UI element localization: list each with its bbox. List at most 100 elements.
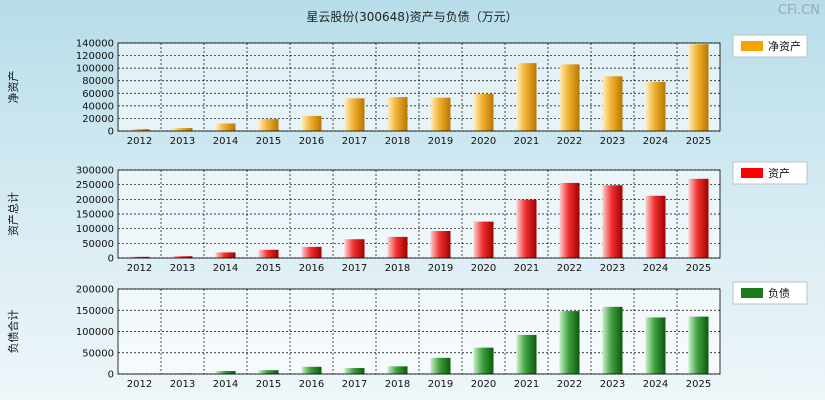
- x-tick-label: 2016: [299, 379, 324, 390]
- bar-2021: [516, 199, 537, 258]
- bar-2024: [645, 317, 666, 374]
- y-tick-label: 50000: [82, 348, 114, 359]
- legend-label: 资产: [768, 166, 790, 180]
- x-tick-label: 2025: [686, 136, 711, 147]
- bar-2020: [473, 347, 494, 374]
- x-tick-label: 2019: [428, 136, 453, 147]
- bar-2012: [129, 256, 150, 258]
- legend-swatch: [741, 288, 763, 298]
- bar-2022: [559, 64, 580, 131]
- y-tick-label: 20000: [82, 114, 114, 125]
- y-tick-label: 50000: [82, 239, 114, 250]
- plot-frame: [117, 42, 721, 132]
- x-tick-label: 2022: [557, 379, 582, 390]
- x-tick-label: 2014: [213, 136, 238, 147]
- bar-2019: [430, 231, 451, 258]
- bar-2013: [172, 127, 193, 131]
- bar-2018: [387, 366, 408, 374]
- x-tick-label: 2023: [600, 263, 625, 274]
- y-tick-label: 300000: [76, 166, 114, 177]
- y-tick-label: 100000: [76, 224, 114, 235]
- bar-2013: [172, 256, 193, 258]
- legend: 净资产: [732, 34, 808, 58]
- legend-box: [732, 161, 808, 185]
- y-tick-label: 80000: [82, 76, 114, 87]
- legend: 负债: [732, 281, 808, 305]
- x-tick-label: 2022: [557, 263, 582, 274]
- legend-label: 负债: [768, 286, 790, 300]
- bar-2018: [387, 97, 408, 131]
- bar-2024: [645, 195, 666, 258]
- x-tick-label: 2017: [342, 263, 367, 274]
- x-tick-label: 2019: [428, 263, 453, 274]
- x-tick-label: 2024: [643, 379, 668, 390]
- y-tick-label: 150000: [76, 210, 114, 221]
- y-tick-label: 100000: [76, 64, 114, 75]
- plot-frame: [117, 288, 721, 375]
- bar-2020: [473, 221, 494, 258]
- legend-box: [732, 281, 808, 305]
- bar-2015: [258, 370, 279, 374]
- bar-2014: [215, 371, 236, 374]
- bar-2022: [559, 311, 580, 374]
- x-tick-label: 2020: [471, 263, 496, 274]
- x-tick-label: 2014: [213, 263, 238, 274]
- x-tick-label: 2016: [299, 136, 324, 147]
- watermark: CFi.CN: [778, 3, 820, 18]
- bar-2017: [344, 239, 365, 258]
- x-tick-label: 2012: [127, 379, 152, 390]
- x-tick-label: 2015: [256, 379, 281, 390]
- bar-2023: [602, 185, 623, 258]
- x-tick-label: 2019: [428, 379, 453, 390]
- y-axis-label: 负债合计: [6, 310, 20, 354]
- plot-frame: [117, 169, 721, 259]
- y-tick-label: 140000: [76, 39, 114, 50]
- bar-2025: [688, 178, 709, 258]
- x-tick-label: 2012: [127, 136, 152, 147]
- x-tick-label: 2021: [514, 136, 539, 147]
- y-tick-label: 40000: [82, 101, 114, 112]
- bar-2020: [473, 93, 494, 131]
- bar-2015: [258, 249, 279, 258]
- x-tick-label: 2018: [385, 136, 410, 147]
- x-tick-label: 2012: [127, 263, 152, 274]
- bar-2021: [516, 334, 537, 374]
- y-tick-label: 250000: [76, 180, 114, 191]
- legend-box: [732, 34, 808, 58]
- chart-panel-3: 0 50000 100000 150000 200000 2012 2013 2014 2015…: [6, 281, 808, 390]
- y-axis-label: 资产总计: [6, 192, 20, 236]
- bar-2014: [215, 252, 236, 258]
- x-tick-label: 2013: [170, 136, 195, 147]
- y-tick-label: 60000: [82, 89, 114, 100]
- bar-2023: [602, 306, 623, 374]
- x-tick-label: 2013: [170, 379, 195, 390]
- x-tick-label: 2015: [256, 136, 281, 147]
- x-tick-label: 2020: [471, 136, 496, 147]
- bar-2025: [688, 316, 709, 374]
- bar-2018: [387, 236, 408, 258]
- bar-2021: [516, 63, 537, 131]
- x-tick-label: 2018: [385, 379, 410, 390]
- y-tick-label: 200000: [76, 285, 114, 296]
- x-tick-label: 2020: [471, 379, 496, 390]
- chart-panel-2: 0 50000 100000 150000 200000 250000 300000 2012…: [6, 161, 808, 274]
- bar-2016: [301, 366, 322, 374]
- bar-2017: [344, 98, 365, 131]
- x-tick-label: 2023: [600, 379, 625, 390]
- bar-2016: [301, 115, 322, 131]
- x-tick-label: 2018: [385, 263, 410, 274]
- x-tick-label: 2021: [514, 263, 539, 274]
- chart-title: 星云股份(300648)资产与负债（万元）: [306, 10, 517, 24]
- y-tick-label: 200000: [76, 195, 114, 206]
- x-tick-label: 2014: [213, 379, 238, 390]
- bar-2025: [688, 44, 709, 131]
- x-tick-label: 2021: [514, 379, 539, 390]
- y-tick-label: 100000: [76, 327, 114, 338]
- bar-2019: [430, 97, 451, 131]
- x-tick-label: 2017: [342, 379, 367, 390]
- y-tick-label: 0: [108, 127, 114, 138]
- x-tick-label: 2024: [643, 263, 668, 274]
- bar-2019: [430, 357, 451, 374]
